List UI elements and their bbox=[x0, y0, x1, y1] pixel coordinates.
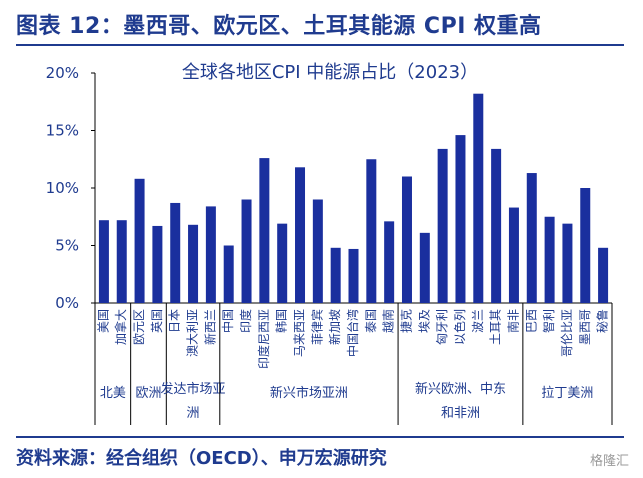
bars: 美国: 7.2% 加拿大: 7.2% 欧元区: 10.8% 英国: 6.7% 日本: 8… bbox=[98, 93, 609, 303]
x-tick-label: 印度尼西亚 bbox=[256, 309, 271, 369]
bar: 澳大利亚: 6.8% bbox=[188, 224, 199, 303]
bar: 马来西亚: 11.8% bbox=[295, 167, 306, 303]
bar: 哥伦比亚: 6.9% bbox=[562, 223, 573, 303]
bar: 中国: 5% bbox=[223, 245, 234, 303]
x-tick-label: 新西兰 bbox=[202, 309, 217, 345]
bar: 土耳其: 13.4% bbox=[491, 148, 502, 303]
bar: 墨西哥: 10% bbox=[580, 188, 591, 303]
x-axis-labels: 美国 加拿大 欧元区 英国 日本 澳大利亚 新西兰 中国 印度 印度尼西亚 韩国 马来西亚 菲律宾 新加坡… bbox=[96, 309, 609, 369]
x-tick-label: 墨西哥 bbox=[578, 309, 592, 345]
x-tick-label: 匈牙利 bbox=[435, 309, 449, 345]
group-label: 欧洲 bbox=[135, 386, 161, 401]
footer-divider bbox=[16, 436, 624, 438]
bar: 英国: 6.7% bbox=[152, 225, 163, 303]
x-tick-label: 波兰 bbox=[471, 309, 485, 333]
x-tick-label: 韩国 bbox=[274, 309, 289, 333]
x-tick-label: 印度 bbox=[238, 309, 253, 333]
y-tick-label: 20% bbox=[46, 64, 79, 82]
header-divider bbox=[16, 44, 624, 46]
group-label: 拉丁美洲 bbox=[541, 386, 593, 401]
bar: 印度尼西亚: 12.6% bbox=[259, 158, 270, 303]
source-note: 资料来源：经合组织（OECD）、申万宏源研究 bbox=[16, 448, 387, 469]
bar: 韩国: 6.9% bbox=[277, 223, 288, 303]
y-tick-label: 5% bbox=[55, 237, 79, 255]
x-tick-label: 加拿大 bbox=[113, 309, 128, 345]
x-tick-label: 南非 bbox=[505, 309, 520, 333]
bar: 越南: 7.1% bbox=[384, 221, 395, 303]
x-tick-label: 菲律宾 bbox=[309, 309, 324, 345]
bar: 日本: 8.7% bbox=[170, 202, 181, 303]
bar: 加拿大: 7.2% bbox=[116, 220, 127, 303]
x-tick-label: 泰国 bbox=[364, 309, 378, 333]
x-tick-label: 巴西 bbox=[524, 309, 538, 333]
x-tick-label: 中国台湾 bbox=[345, 309, 360, 357]
bar: 美国: 7.2% bbox=[98, 220, 109, 303]
page-title: 图表 12：墨西哥、欧元区、土耳其能源 CPI 权重高 bbox=[16, 14, 542, 39]
bar-chart: 全球各地区CPI 中能源占比（2023） 0% 5% 10% 15% 20% 美国: 7… bbox=[46, 62, 613, 425]
x-tick-label: 英国 bbox=[150, 309, 164, 333]
bar: 埃及: 6.1% bbox=[419, 232, 430, 303]
x-tick-label: 智利 bbox=[541, 309, 556, 333]
bar: 匈牙利: 13.4% bbox=[437, 148, 448, 303]
x-tick-label: 美国 bbox=[96, 309, 110, 333]
bar: 捷克: 11% bbox=[401, 176, 412, 303]
x-tick-label: 秘鲁 bbox=[596, 309, 610, 333]
group-label: 洲 bbox=[187, 406, 200, 421]
y-tick-label: 15% bbox=[46, 122, 79, 140]
x-tick-label: 哥伦比亚 bbox=[559, 309, 574, 357]
bar: 智利: 7.5% bbox=[544, 216, 555, 303]
chart-title: 全球各地区CPI 中能源占比（2023） bbox=[182, 62, 478, 83]
x-tick-label: 捷克 bbox=[399, 309, 413, 333]
x-tick-label: 新加坡 bbox=[327, 309, 342, 345]
bar: 南非: 8.3% bbox=[508, 207, 519, 303]
x-tick-label: 埃及 bbox=[417, 309, 431, 333]
bar: 菲律宾: 9% bbox=[312, 199, 323, 303]
bar: 泰国: 12.5% bbox=[366, 159, 377, 303]
group-label: 北美 bbox=[100, 386, 126, 401]
bar: 新加坡: 4.8% bbox=[330, 247, 341, 303]
bar: 欧元区: 10.8% bbox=[134, 178, 145, 303]
group-label: 新兴市场亚洲 bbox=[270, 385, 348, 401]
group-label: 和非洲 bbox=[441, 406, 480, 421]
bar: 新西兰: 8.4% bbox=[205, 206, 216, 303]
watermark: 格隆汇 bbox=[589, 454, 629, 469]
bar: 以色列: 14.6% bbox=[455, 135, 466, 303]
bar: 波兰: 18.2% bbox=[473, 93, 484, 303]
bar: 巴西: 11.3% bbox=[526, 173, 537, 303]
group-label: 发达市场亚 bbox=[161, 381, 226, 397]
y-tick-label: 0% bbox=[55, 294, 79, 312]
x-tick-label: 以色列 bbox=[453, 309, 467, 345]
x-tick-label: 澳大利亚 bbox=[186, 309, 200, 357]
x-tick-label: 欧元区 bbox=[132, 309, 146, 345]
x-tick-label: 中国 bbox=[220, 309, 235, 333]
x-tick-label: 日本 bbox=[168, 309, 182, 333]
bar: 秘鲁: 4.8% bbox=[598, 247, 609, 303]
x-tick-label: 越南 bbox=[381, 309, 396, 333]
x-tick-label: 马来西亚 bbox=[293, 309, 307, 357]
y-tick-label: 10% bbox=[46, 179, 79, 197]
group-label: 新兴欧洲、中东 bbox=[415, 381, 506, 397]
bar: 印度: 9% bbox=[241, 199, 252, 303]
bar: 中国台湾: 4.7% bbox=[348, 248, 359, 303]
x-tick-label: 土耳其 bbox=[489, 309, 503, 345]
